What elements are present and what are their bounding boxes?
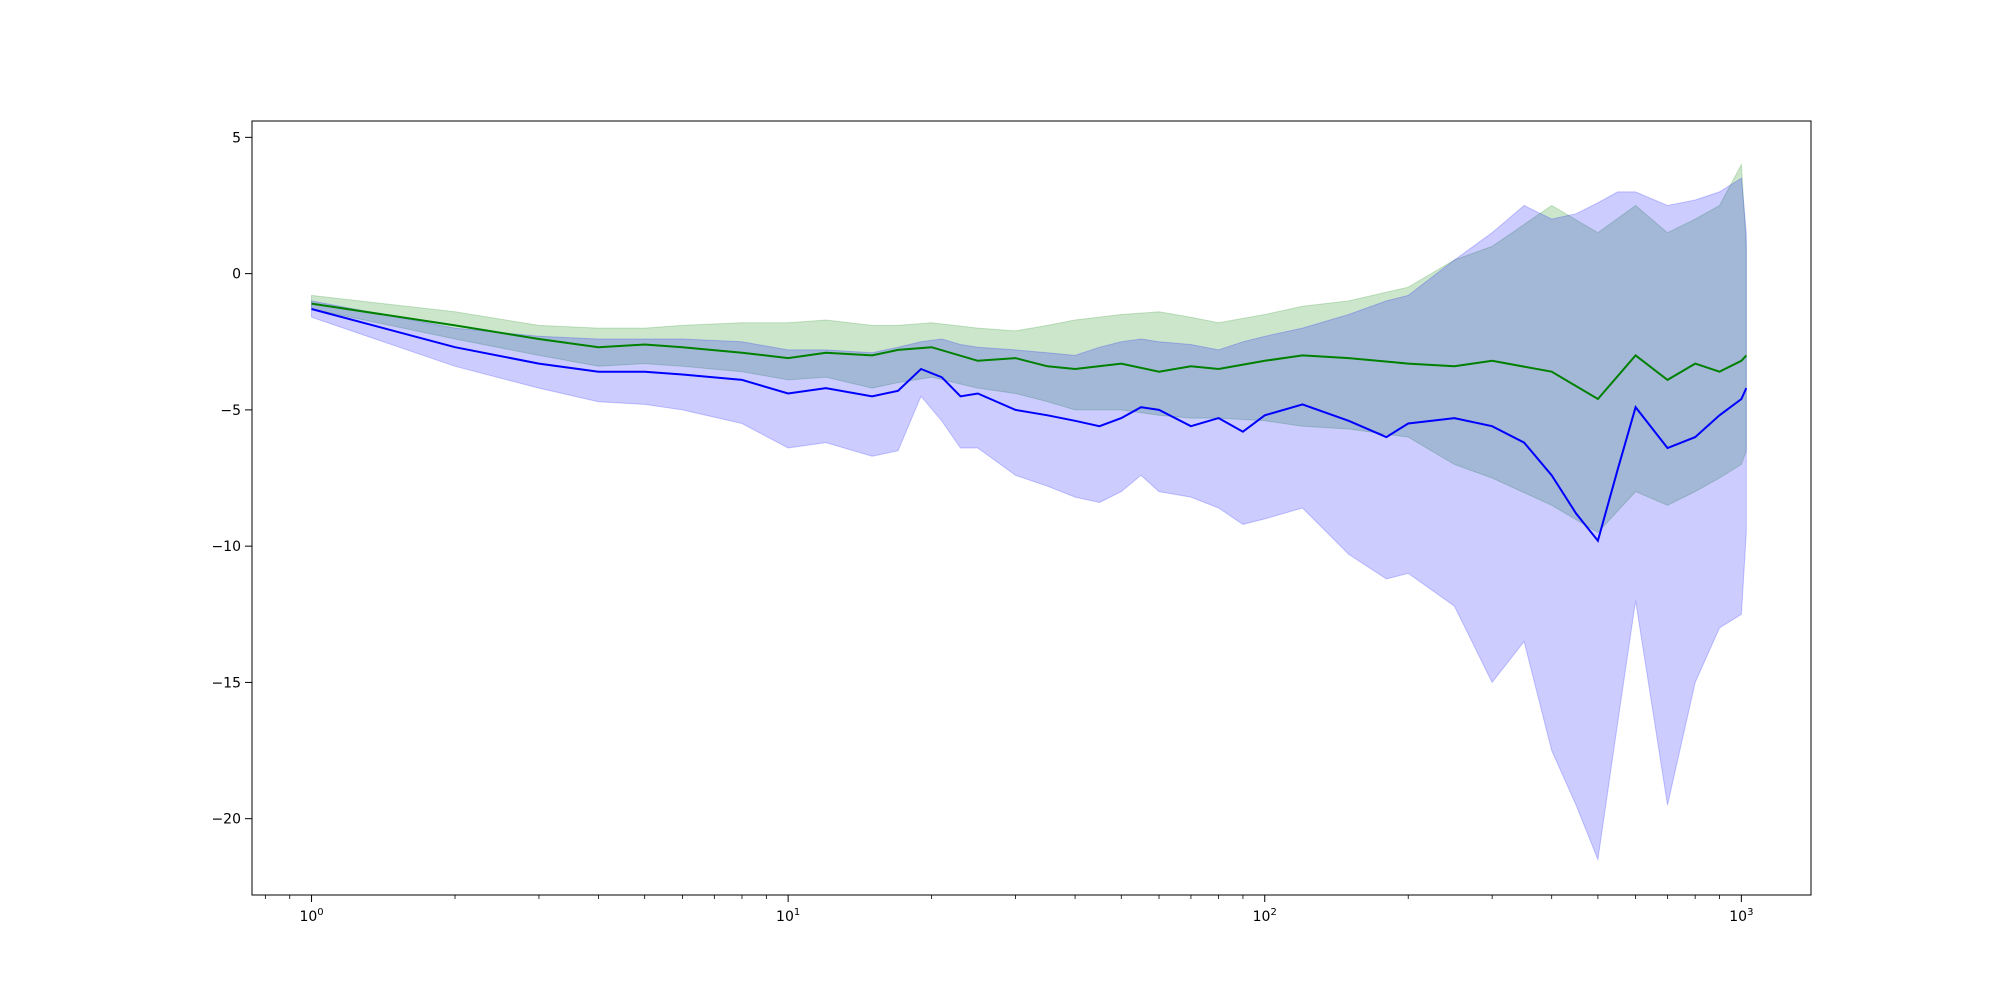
x-tick-label: 103: [1729, 907, 1753, 925]
x-tick-label: 102: [1253, 907, 1277, 925]
y-tick-label: −5: [220, 403, 241, 419]
series-0-line: [311, 302, 1748, 401]
y-tick-label: −20: [211, 812, 241, 828]
plot-frame: [251, 120, 1812, 896]
y-axis: 5 0 −5 −10 −15 −20: [211, 130, 252, 828]
series-1-line: [311, 308, 1748, 543]
y-tick-label: 0: [232, 267, 241, 283]
x-axis: 100 101 102 103: [264, 895, 1753, 925]
y-tick-label: 5: [232, 130, 241, 146]
x-tick-label: 101: [776, 907, 800, 925]
series-lines: [311, 302, 1748, 543]
series-1-band: [311, 177, 1747, 862]
x-tick-label: 100: [299, 907, 323, 925]
y-tick-label: −10: [211, 539, 241, 555]
y-tick-label: −15: [211, 675, 241, 691]
